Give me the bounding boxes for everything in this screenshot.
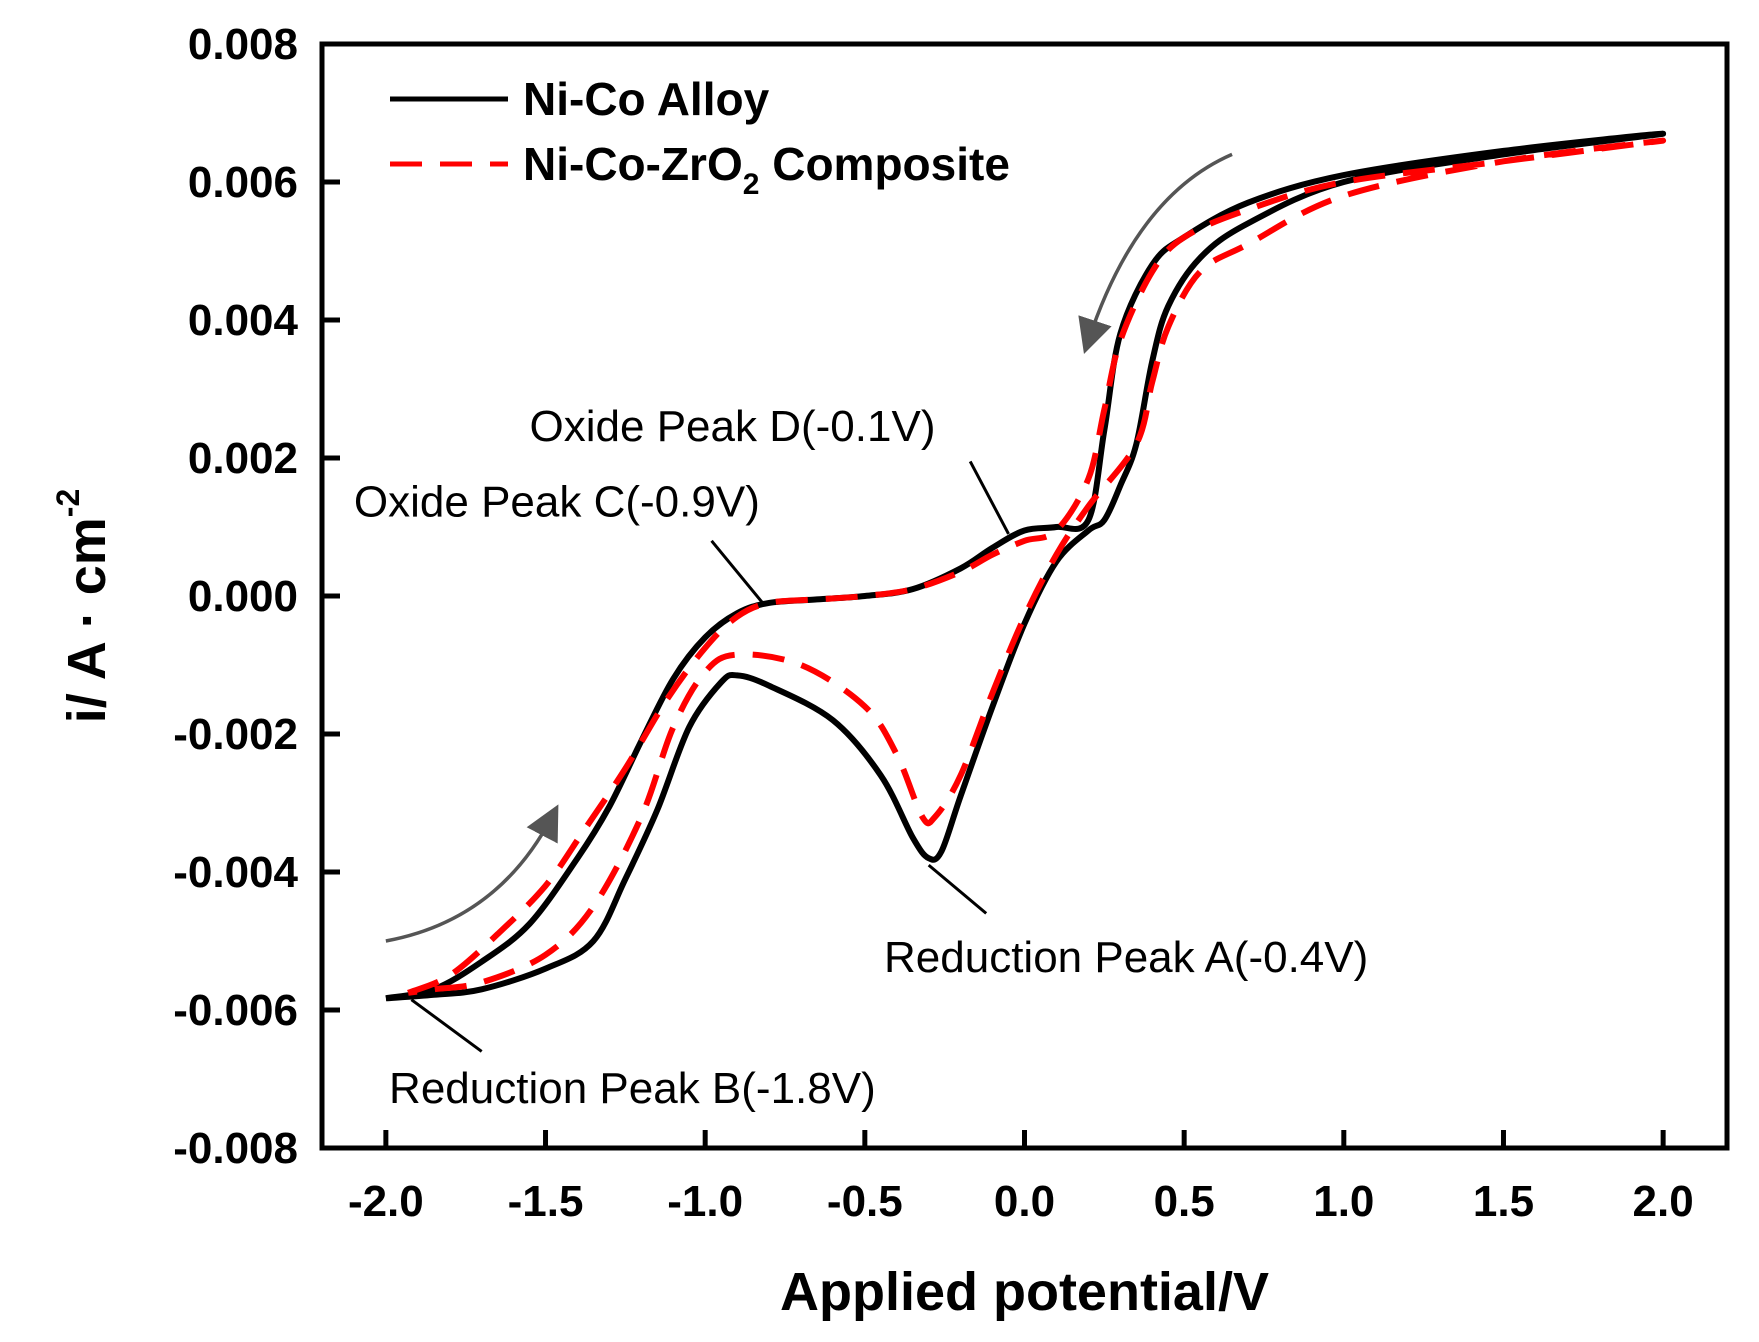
annotation-label: Oxide Peak D(-0.1V) (530, 402, 936, 451)
y-tick-label: 0.008 (188, 20, 298, 69)
series-line-0 (385, 130, 1667, 1002)
y-axis-title-main: i/ A · cm (57, 517, 117, 723)
scan-direction-arrow (385, 804, 559, 943)
y-tick-label: -0.002 (173, 710, 298, 759)
y-tick-label: 0.006 (188, 158, 298, 207)
legend-label-ni-co-zro2: Ni-Co-ZrO2 Composite (523, 138, 1010, 201)
x-tick-label: -1.5 (508, 1177, 584, 1226)
x-tick-label: 0.0 (994, 1177, 1055, 1226)
x-tick-label: -0.5 (827, 1177, 903, 1226)
annotation-label: Reduction Peak B(-1.8V) (389, 1064, 876, 1113)
legend-label-ni-co-alloy: Ni-Co Alloy (523, 73, 770, 125)
x-tick-label: -2.0 (348, 1177, 424, 1226)
y-axis-title: i/ A · cm-2 (50, 489, 117, 724)
annotation-layer: Oxide Peak D(-0.1V) Oxide Peak C(-0.9V) Re… (354, 152, 1368, 1113)
y-tick-label: 0.002 (188, 434, 298, 483)
series-layer (385, 130, 1667, 1002)
legend: Ni-Co Alloy Ni-Co-ZrO2 Composite (390, 73, 1010, 201)
x-tick-label: 1.0 (1313, 1177, 1374, 1226)
annotation-leader (410, 998, 483, 1053)
annotation-leader (927, 863, 988, 915)
x-tick-label: 0.5 (1154, 1177, 1215, 1226)
annotation-label: Reduction Peak A(-0.4V) (884, 933, 1368, 982)
x-axis-title: Applied potential/V (780, 1262, 1269, 1322)
annotation-leader (710, 539, 764, 604)
annotation-leader (968, 460, 1010, 535)
plot-frame (319, 41, 1730, 1151)
series-line-1 (407, 137, 1667, 996)
x-tick-label: 2.0 (1633, 1177, 1694, 1226)
ticks-layer: -2.0 -1.5 -1.0 -0.5 0.0 0.5 1.0 1.5 2.0 -0.008 -0.… (173, 20, 1693, 1226)
x-tick-label: 1.5 (1473, 1177, 1534, 1226)
y-tick-label: -0.008 (173, 1124, 298, 1173)
scan-direction-arrow (1078, 152, 1233, 354)
x-tick-label: -1.0 (667, 1177, 743, 1226)
y-tick-label: -0.006 (173, 986, 298, 1035)
y-tick-label: 0.000 (188, 572, 298, 621)
y-axis-title-sup: -2 (50, 489, 86, 517)
y-tick-label: 0.004 (188, 296, 299, 345)
annotation-label: Oxide Peak C(-0.9V) (354, 478, 760, 527)
y-tick-label: -0.004 (173, 848, 298, 897)
